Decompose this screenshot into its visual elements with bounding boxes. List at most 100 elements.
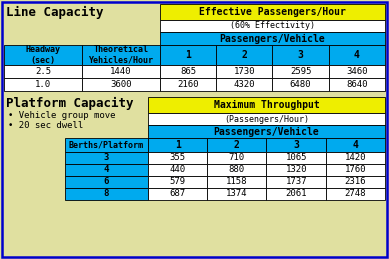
Bar [216,65,273,78]
Bar [65,138,148,152]
Text: 1730: 1730 [234,67,255,76]
Text: 3: 3 [293,140,299,150]
Text: 355: 355 [170,154,186,162]
Text: Maximum Throughput: Maximum Throughput [214,100,319,110]
Text: 4320: 4320 [234,80,255,89]
Bar [160,65,216,78]
Text: 1: 1 [185,50,191,60]
Text: 579: 579 [170,177,186,186]
Bar [266,138,326,152]
Bar [65,164,148,176]
Text: Line Capacity: Line Capacity [6,6,103,19]
Bar [4,45,82,65]
Text: 2.5: 2.5 [35,67,51,76]
Bar [148,125,385,138]
Bar [148,138,207,152]
Text: • Vehicle group move: • Vehicle group move [8,111,116,120]
Text: 1.0: 1.0 [35,80,51,89]
Text: 2061: 2061 [286,190,307,198]
Text: 710: 710 [229,154,245,162]
Bar [148,113,385,125]
Text: 3460: 3460 [346,67,368,76]
Text: 1: 1 [175,140,180,150]
Bar [4,78,82,91]
Text: 1760: 1760 [345,166,366,175]
Text: (Passengers/Hour): (Passengers/Hour) [224,114,309,124]
Text: Headway
(sec): Headway (sec) [26,45,61,65]
Bar [148,176,207,188]
Text: Theoretical
Yehicles/Hour: Theoretical Yehicles/Hour [89,45,154,65]
Text: (60% Effectivity): (60% Effectivity) [230,21,315,31]
Text: 1320: 1320 [286,166,307,175]
Bar [216,45,273,65]
Text: 2316: 2316 [345,177,366,186]
Bar [207,152,266,164]
Bar [273,45,329,65]
Bar [160,45,216,65]
Bar [207,138,266,152]
Text: 4: 4 [104,166,109,175]
Bar [207,176,266,188]
Bar [326,176,385,188]
Bar [326,164,385,176]
Bar [207,164,266,176]
Text: 1420: 1420 [345,154,366,162]
Text: 4: 4 [354,50,360,60]
Text: 440: 440 [170,166,186,175]
Bar [82,65,160,78]
Bar [65,188,148,200]
Text: 1065: 1065 [286,154,307,162]
Text: Passengers/Vehicle: Passengers/Vehicle [220,33,325,44]
Text: 1374: 1374 [226,190,248,198]
Text: 2160: 2160 [177,80,199,89]
Text: 6: 6 [104,177,109,186]
Text: 8640: 8640 [346,80,368,89]
Text: 1158: 1158 [226,177,248,186]
Bar [273,65,329,78]
Bar [65,176,148,188]
Bar [148,152,207,164]
Text: 3600: 3600 [110,80,132,89]
Bar [266,164,326,176]
Text: 2: 2 [234,140,240,150]
Text: 3: 3 [298,50,303,60]
Bar [148,97,385,113]
Bar [266,176,326,188]
Bar [207,188,266,200]
Text: 865: 865 [180,67,196,76]
Bar [82,45,160,65]
Bar [266,188,326,200]
Text: 2748: 2748 [345,190,366,198]
Bar [326,138,385,152]
Text: Platform Capacity: Platform Capacity [6,97,133,110]
Bar [148,188,207,200]
Text: 3: 3 [104,154,109,162]
Bar [273,78,329,91]
Bar [65,152,148,164]
Bar [160,78,216,91]
Text: 8: 8 [104,190,109,198]
Bar [326,152,385,164]
Text: 880: 880 [229,166,245,175]
Text: Passengers/Vehicle: Passengers/Vehicle [214,126,319,136]
Bar [148,164,207,176]
Text: Berths/Platform: Berths/Platform [69,140,144,149]
Bar [326,188,385,200]
Text: 2: 2 [242,50,247,60]
Bar [160,32,385,45]
Text: 1440: 1440 [110,67,132,76]
Bar [329,78,385,91]
Bar [160,4,385,20]
Text: Effective Passengers/Hour: Effective Passengers/Hour [199,7,346,17]
Bar [329,65,385,78]
Bar [216,78,273,91]
Bar [266,152,326,164]
Text: 4: 4 [352,140,358,150]
Text: 1737: 1737 [286,177,307,186]
Text: 6480: 6480 [290,80,311,89]
Bar [4,65,82,78]
Text: • 20 sec dwell: • 20 sec dwell [8,121,83,130]
Text: 2595: 2595 [290,67,311,76]
Text: 687: 687 [170,190,186,198]
Bar [160,20,385,32]
